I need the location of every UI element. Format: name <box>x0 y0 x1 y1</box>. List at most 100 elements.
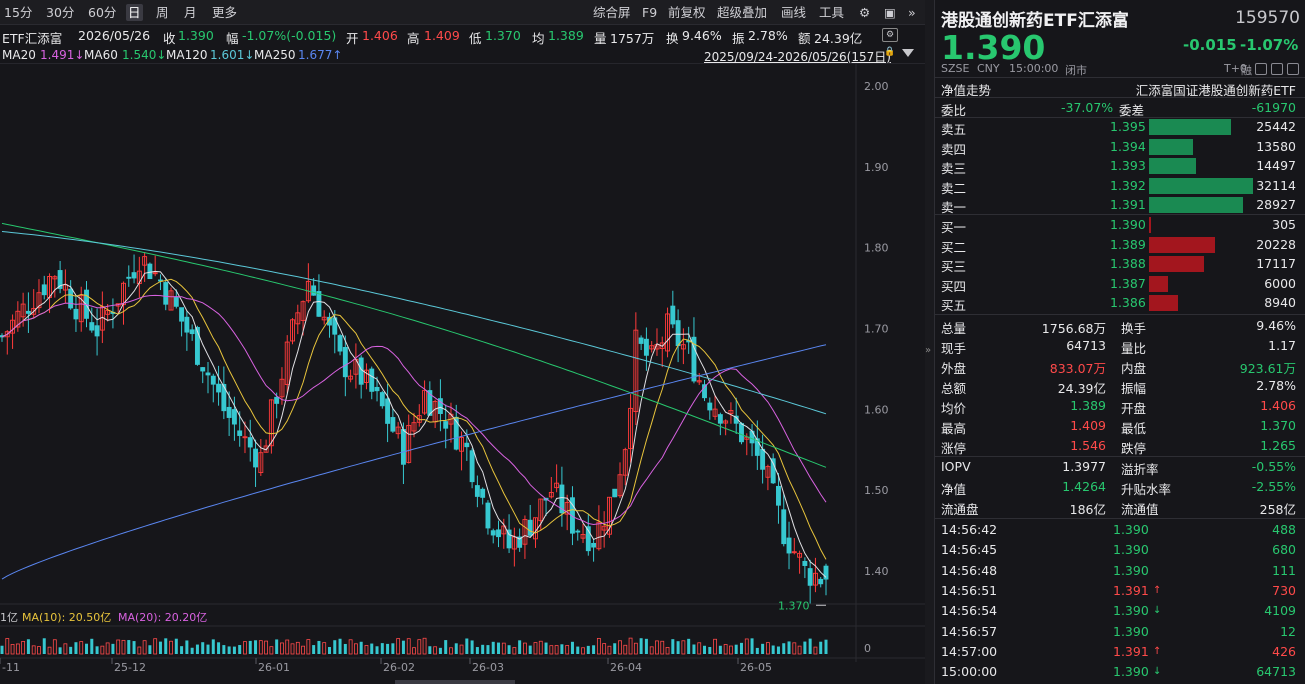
x-tick-label: 26-03 <box>472 661 504 674</box>
volume-bar <box>222 645 226 654</box>
candle-body <box>707 402 713 411</box>
edit-icon[interactable] <box>1271 63 1283 75</box>
volume-bar <box>201 642 205 654</box>
draw-icon[interactable] <box>1255 63 1267 75</box>
volume-bar <box>560 644 564 654</box>
bid-level[interactable]: 买五 1.386 8940 <box>935 293 1305 313</box>
ask-level[interactable]: 卖五 1.395 25442 <box>935 117 1305 137</box>
volume-bar <box>813 646 818 655</box>
ma120-label: MA120 <box>166 48 208 62</box>
date-range[interactable]: 2025/09/24-2026/05/26(157日) <box>704 50 891 64</box>
bid-level[interactable]: 买三 1.388 17117 <box>935 254 1305 274</box>
dropdown-arrow-icon[interactable] <box>902 49 914 57</box>
stat-row: 流通盘 186亿 流通值 258亿 <box>935 497 1305 517</box>
timeframe-tab-4[interactable]: 周 <box>156 5 169 20</box>
toolbar-button-1[interactable]: F9 <box>642 5 658 20</box>
volume-bar <box>428 646 432 654</box>
candle-body <box>665 313 670 352</box>
volume-bar <box>454 643 458 654</box>
depth-bar <box>1149 295 1178 311</box>
volume-bar <box>512 647 517 655</box>
volume-bar <box>264 640 269 655</box>
bid-level[interactable]: 买二 1.389 20228 <box>935 235 1305 255</box>
candle-body <box>739 423 744 443</box>
tick-row: 14:57:00 1.391 ↑ 426 <box>935 642 1305 662</box>
tick-time: 14:56:42 <box>941 522 998 537</box>
stat-label: 升贴水率 <box>1121 482 1172 497</box>
nav-trend-row[interactable]: 净值走势 汇添富国证港股通创新药ETF <box>935 78 1305 98</box>
candle-body <box>36 292 42 309</box>
ask-level[interactable]: 卖一 1.391 28927 <box>935 195 1305 215</box>
level-price: 1.387 <box>1110 275 1146 291</box>
expand-icon[interactable]: » <box>925 345 932 356</box>
volume-value: 1757万 <box>610 31 655 46</box>
tick-volume: 680 <box>1272 542 1296 558</box>
candle-body <box>25 310 31 314</box>
bid-level[interactable]: 买一 1.390 305 <box>935 215 1305 235</box>
bid-level[interactable]: 买四 1.387 6000 <box>935 274 1305 294</box>
ask-level[interactable]: 卖三 1.393 14497 <box>935 156 1305 176</box>
timeframe-tab-1[interactable]: 30分 <box>46 5 75 20</box>
volume-bar <box>792 642 797 655</box>
volume-bar <box>465 638 469 654</box>
order-ratio-value: -37.07% <box>1061 100 1114 115</box>
ask-level[interactable]: 卖四 1.394 13580 <box>935 137 1305 157</box>
stat-label: 流通盘 <box>941 502 979 517</box>
candle-body <box>522 519 528 545</box>
timeframe-tab-3[interactable]: 日 <box>126 4 143 21</box>
low-marker-label: 1.370 <box>778 599 810 612</box>
ma250-label: MA250 <box>254 48 296 62</box>
candle-body <box>142 256 148 266</box>
volume-bar <box>613 643 617 654</box>
volume-bar <box>649 646 654 655</box>
timeframe-tab-6[interactable]: 更多 <box>212 5 238 20</box>
toolbar-button-4[interactable]: 画线 <box>781 5 807 20</box>
ma20-value: 1.491↓ <box>40 48 85 62</box>
toolbar-button-5[interactable]: 工具 <box>819 5 845 20</box>
fund-name: 港股通创新药ETF汇添富 <box>941 11 1129 31</box>
candle-body <box>316 291 322 317</box>
volume-bar <box>290 643 295 655</box>
volume-bar <box>765 642 770 655</box>
collapse-icon[interactable]: » <box>908 5 916 20</box>
toolbar-button-2[interactable]: 前复权 <box>668 5 706 20</box>
volume-bar <box>761 643 765 654</box>
ask-level[interactable]: 卖二 1.392 32114 <box>935 176 1305 196</box>
candle-body <box>702 384 707 399</box>
volume-bar <box>142 640 147 655</box>
candle-body <box>247 437 253 448</box>
volume-bar <box>475 647 479 654</box>
camera-icon[interactable]: ▣ <box>884 5 896 20</box>
volume-bar <box>782 643 786 654</box>
toolbar-button-0[interactable]: 综合屏 <box>593 5 631 20</box>
tick-row: 14:56:57 1.390 12 <box>935 622 1305 642</box>
kline-chart[interactable]: 2.00 1.90 1.80 1.70 1.60 1.50 1.40 1.370 1亿 MA(10… <box>0 64 925 684</box>
timeframe-tab-2[interactable]: 60分 <box>88 5 117 20</box>
volume-bar <box>570 641 574 654</box>
volume-bar <box>771 645 775 654</box>
timeframe-tab-0[interactable]: 15分 <box>4 5 33 20</box>
level-volume: 14497 <box>1256 158 1296 173</box>
toolbar-button-3[interactable]: 超级叠加 <box>717 5 768 20</box>
candle-body <box>564 502 570 515</box>
volume-bar <box>364 645 369 655</box>
volume-bar <box>713 638 717 655</box>
stat-row: 外盘 833.07万 内盘 923.61万 <box>935 356 1305 376</box>
open-value: 1.406 <box>362 28 398 43</box>
x-tick-label: 26-02 <box>383 661 415 674</box>
collapse-panel-handle[interactable]: » <box>925 0 934 684</box>
stat-value: 1.546 <box>1070 438 1106 453</box>
volume-bar <box>248 640 252 654</box>
volume-bar <box>596 637 601 655</box>
edit-settings-icon[interactable]: ⚙ <box>882 28 898 42</box>
popout-icon[interactable] <box>1287 63 1299 75</box>
timeframe-tab-5[interactable]: 月 <box>184 5 197 20</box>
level-volume: 6000 <box>1264 275 1296 291</box>
volume-bar <box>486 645 490 654</box>
candle-body <box>284 341 290 385</box>
gear-icon[interactable]: ⚙ <box>859 5 871 20</box>
t0-badge: T+0 <box>1224 62 1247 75</box>
tick-time: 14:56:51 <box>941 582 998 598</box>
volume-bar <box>438 647 442 654</box>
lock-icon[interactable]: 🔒 <box>884 47 896 57</box>
